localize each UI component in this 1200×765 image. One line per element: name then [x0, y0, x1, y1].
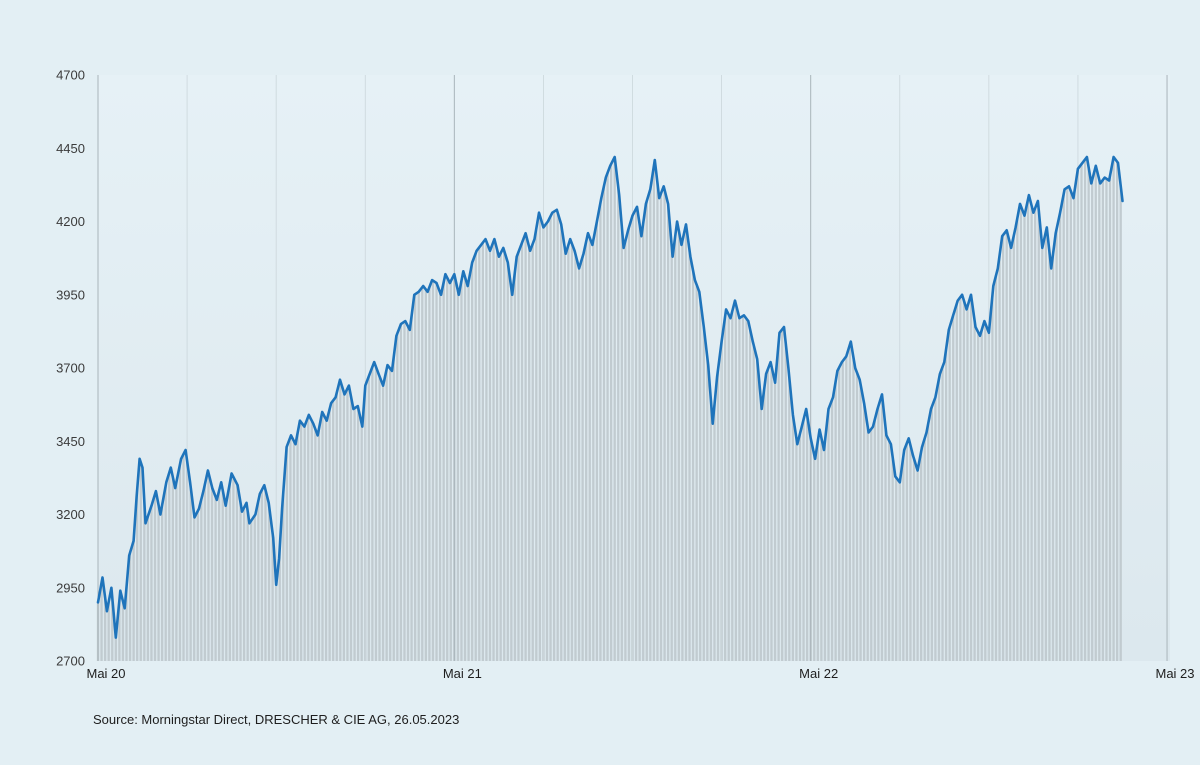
- series-line: [96, 155, 1124, 639]
- vertical-gridlines: [97, 75, 1168, 661]
- y-tick-label: 2700: [56, 654, 85, 669]
- y-tick-label: 2950: [56, 580, 85, 595]
- x-tick-label: Mai 22: [799, 666, 838, 681]
- x-tick-label: Mai 20: [86, 666, 125, 681]
- y-tick-label: 4450: [56, 141, 85, 156]
- y-tick-label: 3450: [56, 434, 85, 449]
- y-tick-label: 3700: [56, 361, 85, 376]
- x-tick-label: Mai 23: [1156, 666, 1195, 681]
- source-note: Source: Morningstar Direct, DRESCHER & C…: [93, 712, 460, 727]
- y-axis: 2700 2950 3200 3450 3700 3950 4200 4450 4700: [56, 68, 85, 669]
- x-tick-label: Mai 21: [443, 666, 482, 681]
- y-tick-label: 4200: [56, 214, 85, 229]
- x-axis: Mai 20 Mai 21 Mai 22 Mai 23: [86, 666, 1194, 681]
- y-tick-label: 3200: [56, 507, 85, 522]
- y-tick-label: 3950: [56, 287, 85, 302]
- y-tick-label: 4700: [56, 68, 85, 83]
